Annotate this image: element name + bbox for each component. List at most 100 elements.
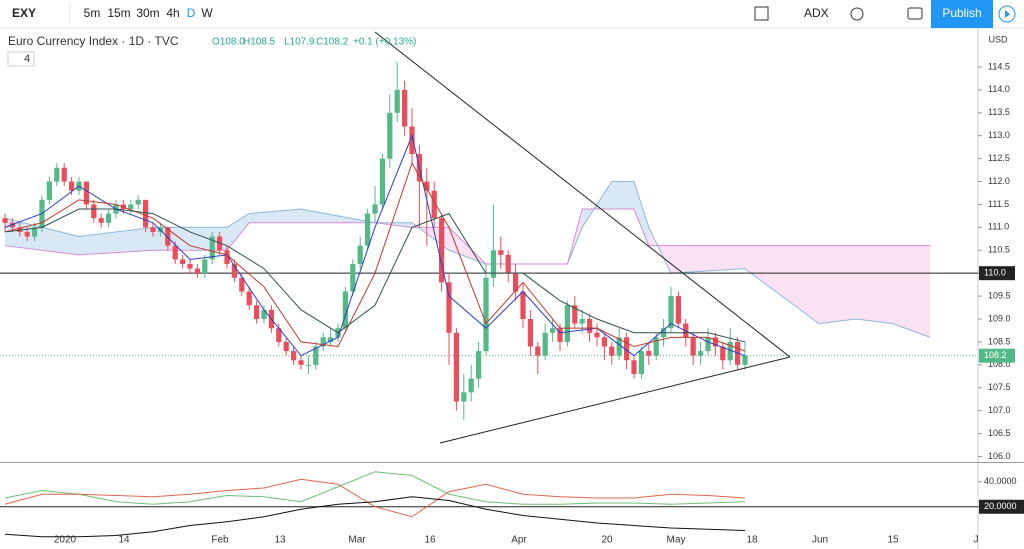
publish-button[interactable] <box>931 0 993 28</box>
candle-body <box>298 360 304 365</box>
candle-body <box>483 277 489 352</box>
candle-body <box>616 337 622 356</box>
publish-label[interactable]: Publish <box>942 6 981 20</box>
level-box <box>979 499 1024 514</box>
candle-body <box>698 351 704 356</box>
x-tick-label: 16 <box>424 535 436 546</box>
candle-body <box>224 250 230 265</box>
candle-body <box>594 332 600 338</box>
symbol[interactable]: EXY <box>12 6 36 20</box>
indicator-tick-label: 20.0000 <box>984 501 1017 511</box>
interval-button[interactable]: 15m <box>107 6 130 20</box>
candle-body <box>631 360 637 375</box>
y-tick-label: 107.0 <box>988 405 1011 415</box>
candle-body <box>394 89 400 113</box>
candle-body <box>468 378 474 393</box>
candle-body <box>180 259 186 265</box>
cloud-segment <box>671 245 745 274</box>
candle-body <box>527 319 533 347</box>
y-tick-label: 108.0 <box>988 359 1011 369</box>
cloud-segment <box>893 245 930 338</box>
x-tick-label: 13 <box>274 535 286 546</box>
indicator-button[interactable]: ADX <box>804 6 829 20</box>
candle-body <box>476 351 482 379</box>
hline-label: 110.0 <box>984 268 1006 278</box>
candle-body <box>209 236 215 260</box>
ohlc-value: +0.1 (+0.13%) <box>353 37 416 48</box>
candle-body <box>490 250 496 278</box>
candle-body <box>2 218 8 223</box>
cloud-segment <box>153 227 227 251</box>
candle-body <box>638 351 644 375</box>
x-tick-label: J <box>974 535 979 546</box>
interval-button[interactable]: 4h <box>166 6 179 20</box>
candle-body <box>276 328 282 342</box>
candle-body <box>609 346 615 356</box>
candle-body <box>106 213 112 223</box>
candle-body <box>579 319 585 324</box>
ohlc-value: C108.2 <box>316 37 349 48</box>
candle-body <box>24 231 30 237</box>
candle-body <box>535 346 541 356</box>
icon-play-arrow <box>1005 10 1010 18</box>
candle-body <box>668 296 674 329</box>
candle-body <box>587 319 593 333</box>
x-tick-label: Feb <box>211 535 229 546</box>
cloud-segment <box>611 181 634 210</box>
hline-label-box <box>979 266 1015 281</box>
candle-body <box>320 337 326 347</box>
candle-body <box>283 341 289 352</box>
candle-body <box>165 227 171 246</box>
candle-body <box>572 305 578 324</box>
candle-body <box>365 213 371 246</box>
icon-camera[interactable] <box>907 7 923 20</box>
candle-body <box>239 277 245 292</box>
candle-body <box>601 337 607 347</box>
candle-body <box>305 364 311 366</box>
candle-body <box>675 296 681 324</box>
candle-body <box>172 245 178 260</box>
trendline <box>374 31 791 358</box>
cloud-segment <box>249 209 301 223</box>
candle-body <box>261 309 267 320</box>
candle-body <box>498 250 504 255</box>
interval-button[interactable]: W <box>201 6 213 20</box>
candle-body <box>690 337 696 356</box>
candle-body <box>246 291 252 306</box>
icon-settings[interactable] <box>850 7 864 21</box>
candle-body <box>542 332 548 356</box>
candle-body <box>379 158 385 205</box>
candle-body <box>387 112 393 159</box>
candle-body <box>328 337 334 342</box>
candle-body <box>461 392 467 402</box>
candle-body <box>150 227 156 232</box>
candle-body <box>705 337 711 352</box>
y-tick-label: 112.0 <box>988 176 1010 186</box>
candle-body <box>646 351 652 356</box>
x-tick-label: 15 <box>887 535 899 546</box>
icon-square[interactable] <box>754 6 769 21</box>
candle-body <box>135 199 141 205</box>
cloud-segment <box>745 245 782 297</box>
candle-body <box>431 190 437 219</box>
icon-play[interactable] <box>998 5 1016 23</box>
cloud-segment <box>782 245 819 324</box>
y-tick-label: 111.0 <box>988 222 1009 232</box>
indicator-line <box>4 496 746 538</box>
toolbar <box>0 0 1024 28</box>
x-tick-label: 20 <box>601 535 613 546</box>
last-price-label: 108.2 <box>984 350 1007 360</box>
candle-body <box>550 328 556 333</box>
indicator-toggle[interactable] <box>7 51 35 67</box>
candle-body <box>98 218 104 223</box>
candle-body <box>520 291 526 320</box>
candle-body <box>439 218 445 283</box>
interval-button[interactable]: 30m <box>136 6 159 20</box>
x-tick-label: 18 <box>746 535 758 546</box>
interval-button[interactable]: D <box>187 6 196 20</box>
candle-body <box>453 332 459 402</box>
candle-body <box>712 337 718 347</box>
interval-button[interactable]: 5m <box>84 6 101 20</box>
candle-body <box>61 167 67 182</box>
indicator-count: 4 <box>24 53 30 65</box>
